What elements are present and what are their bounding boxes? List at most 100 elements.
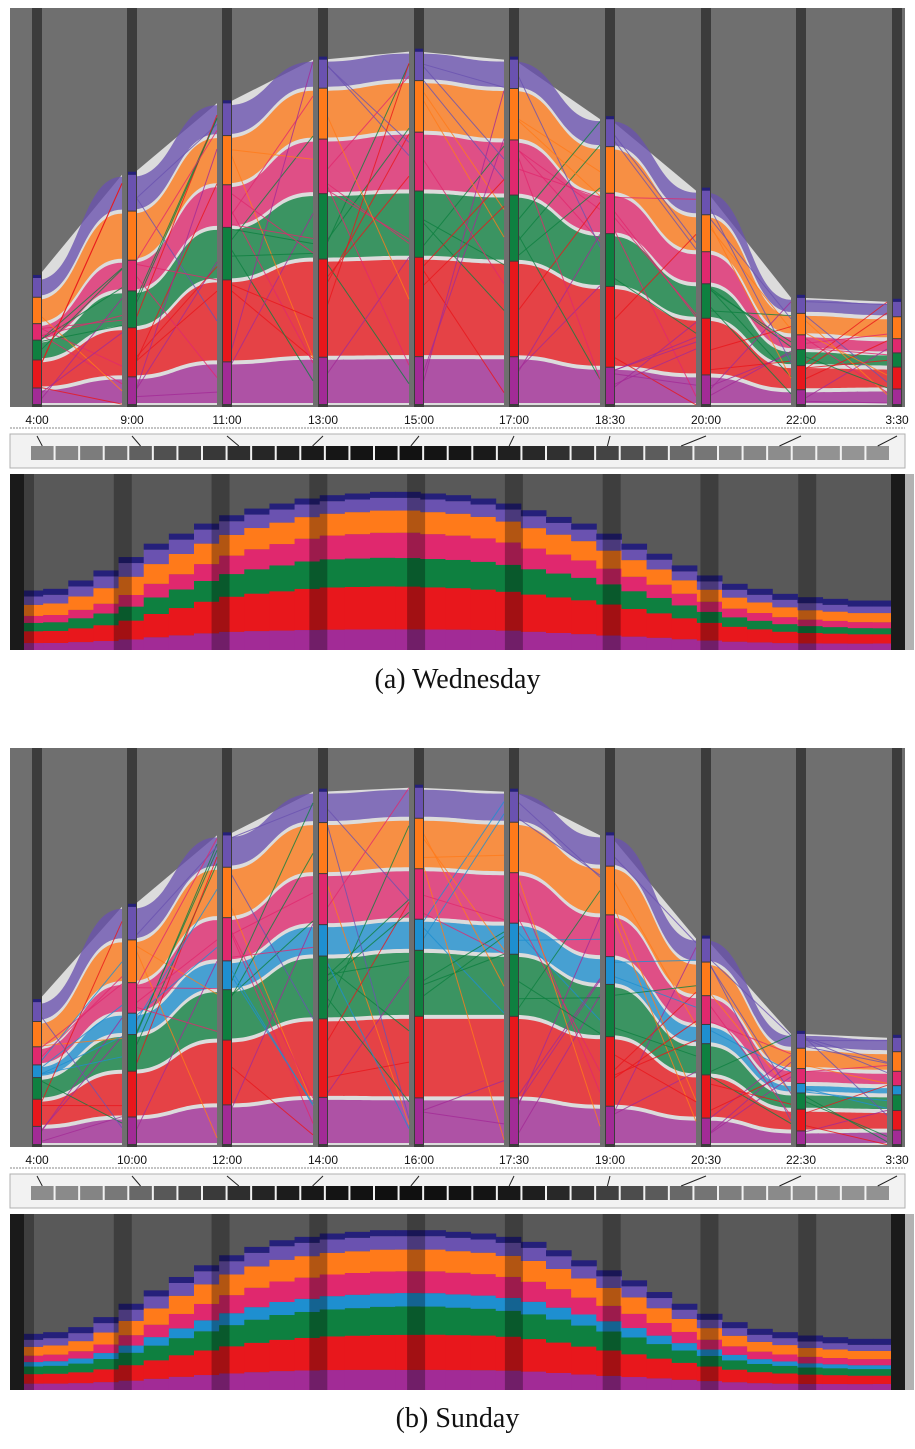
heatmap-cell-orange	[571, 1278, 597, 1298]
axis-segment-orange	[893, 1052, 901, 1071]
time-label: 18:30	[595, 413, 625, 427]
cross-line	[513, 116, 601, 197]
heatmap-cell-red	[319, 1336, 346, 1371]
heatmap-cell-blue	[495, 1297, 522, 1311]
heatmap-cell-red	[445, 1335, 472, 1371]
heatmap-cell-blue	[621, 1328, 648, 1338]
heatmap-cap	[68, 1327, 94, 1334]
ribbon-crimson	[801, 337, 887, 352]
cross-line	[513, 978, 601, 1102]
heatmap-cell-red	[143, 1360, 170, 1379]
ribbon-red	[610, 1039, 696, 1117]
heatmap-cap	[722, 583, 748, 590]
strip-cell	[571, 1186, 595, 1200]
heatmap-cell-violet	[646, 637, 673, 650]
cross-line	[705, 1027, 792, 1073]
cross-line	[705, 999, 792, 1117]
cross-line	[226, 1062, 314, 1136]
strip-cell	[55, 1186, 79, 1200]
strip-connector	[606, 1175, 611, 1187]
wednesday-figure: 4:00 9:00 11:00 13:00 15:00 17:00 18:30 20:00 22…	[9, 8, 914, 650]
heatmap-cap	[722, 1322, 748, 1329]
axis-segment-blue	[415, 919, 423, 950]
strip-cell	[325, 1186, 349, 1200]
heatmap-cell-red	[520, 1339, 547, 1372]
heatmap-cell-purple	[696, 581, 723, 590]
heatmap-cell-violet	[244, 1372, 270, 1390]
cross-line	[418, 854, 505, 859]
cross-line	[513, 144, 601, 246]
heatmap-time-marker	[504, 474, 523, 650]
heatmap-cell-violet	[319, 1370, 346, 1390]
heatmap-cell-purple	[621, 549, 648, 561]
heatmap-cell-violet	[93, 641, 120, 650]
cross-line	[705, 216, 792, 379]
axis-cap	[319, 56, 327, 60]
heatmap-cell-violet	[621, 636, 648, 650]
heatmap-cell-green	[621, 1337, 648, 1355]
heatmap-cell-purple	[118, 563, 145, 577]
heatmap-cell-red	[294, 588, 321, 631]
cross-line	[609, 974, 697, 1008]
heatmap-cell-orange	[18, 1346, 44, 1356]
cross-line	[513, 881, 601, 1093]
strip-cell	[104, 1186, 128, 1200]
heatmap-cell-green	[596, 584, 622, 605]
strip-connector	[779, 435, 802, 447]
axis-segment-violet	[510, 1098, 518, 1144]
cross-line	[131, 118, 218, 314]
axis-segment-crimson	[319, 139, 327, 194]
axis-segment-purple	[797, 1033, 805, 1048]
ribbon-orange	[323, 83, 409, 138]
heatmap-cap	[269, 1240, 296, 1247]
heatmap-cell-crimson	[269, 1281, 296, 1303]
heatmap-cell-violet	[118, 639, 145, 650]
heatmap-cell-green	[244, 1319, 270, 1343]
cross-line	[418, 138, 505, 386]
strip-cell	[31, 446, 54, 460]
heatmap-cell-orange	[671, 580, 698, 594]
heatmap-cell-orange	[219, 534, 245, 556]
heatmap-cell-red	[621, 1354, 648, 1378]
axis-segment-green	[33, 340, 41, 360]
ribbon-green	[706, 1046, 791, 1108]
heatmap-cell-green	[445, 1307, 472, 1336]
heatmap-cell-blue	[68, 1358, 94, 1364]
heatmap-cell-crimson	[495, 542, 522, 565]
heatmap-cell-red	[194, 601, 220, 634]
cross-line	[513, 144, 601, 242]
cross-line	[705, 326, 792, 352]
strip-connector	[779, 1175, 802, 1187]
axis-cap	[128, 171, 136, 175]
heatmap-cell-blue	[319, 1296, 346, 1310]
cross-line	[705, 1055, 792, 1122]
heatmap-cell-crimson	[18, 1355, 44, 1363]
heatmap-cap	[571, 523, 597, 530]
heatmap-cell-crimson	[822, 620, 849, 628]
time-label: 3:30	[885, 1153, 909, 1167]
heatmap-cell-orange	[143, 1308, 170, 1325]
strip-cell	[129, 1186, 152, 1200]
axis-segment-violet	[128, 377, 136, 404]
strip-connector	[508, 435, 515, 447]
cross-line	[226, 213, 314, 373]
ribbon-violet	[801, 1132, 887, 1143]
strip-cell	[399, 446, 423, 460]
heatmap-cell-purple	[143, 1296, 170, 1309]
heatmap-cell-orange	[696, 589, 723, 602]
heatmap-cell-violet	[822, 1384, 849, 1390]
heatmap-cell-purple	[445, 1237, 472, 1252]
ribbon-orange	[706, 217, 791, 334]
heatmap-cell-green	[571, 577, 597, 601]
heatmap-cell-violet	[546, 1372, 572, 1390]
heatmap-cell-green	[18, 622, 44, 632]
cross-line	[322, 962, 410, 1032]
heatmap-cell-purple	[571, 1266, 597, 1279]
strip-cell	[571, 446, 595, 460]
heatmap-cell-crimson	[43, 1354, 69, 1362]
heatmap-cell-violet	[43, 1383, 69, 1390]
heatmap-cell-red	[18, 1374, 44, 1384]
cross-line	[513, 994, 601, 1142]
cross-line	[800, 1084, 888, 1116]
heatmap-cell-purple	[646, 559, 673, 570]
